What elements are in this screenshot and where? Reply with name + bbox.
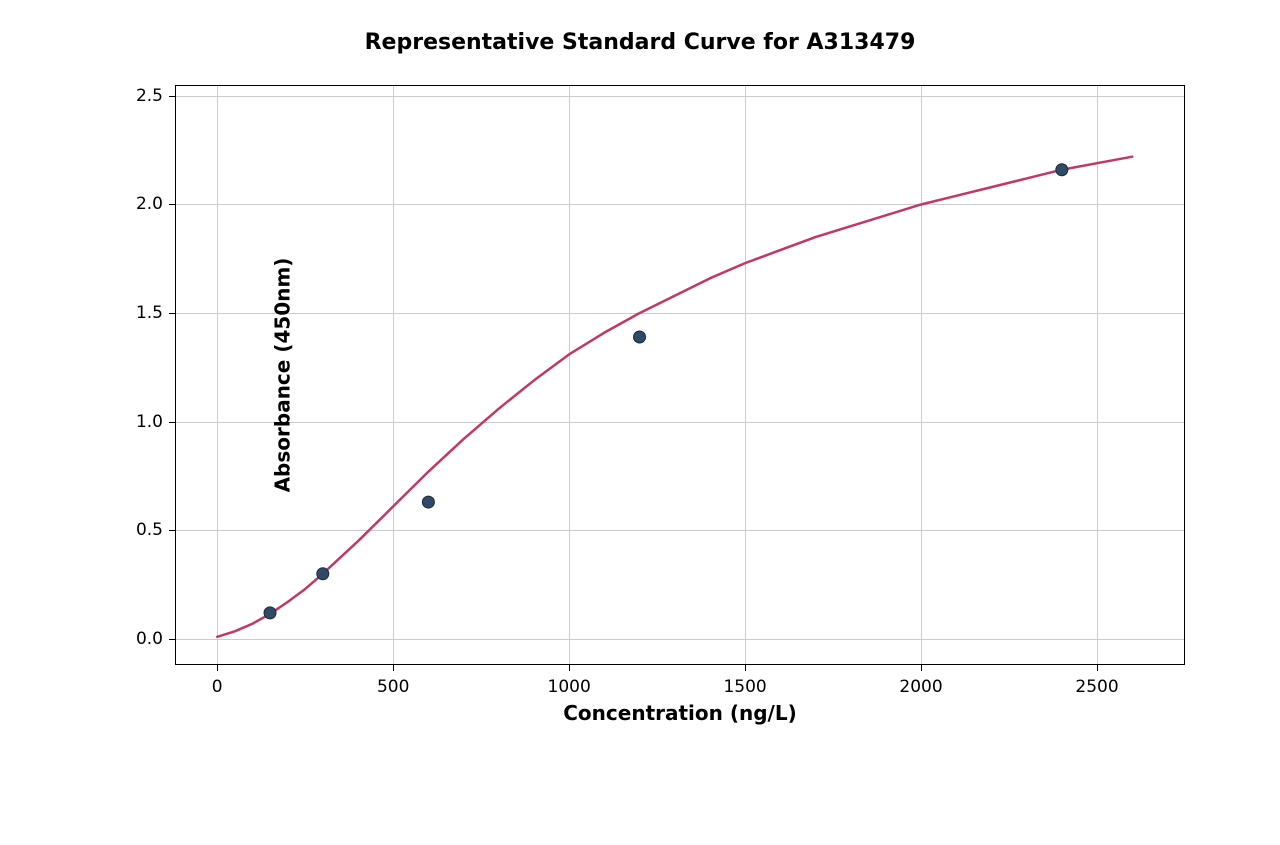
x-tick-label: 1000 bbox=[548, 677, 591, 697]
chart-container: Representative Standard Curve for A31347… bbox=[50, 30, 1230, 810]
y-tick-label: 1.0 bbox=[136, 412, 163, 432]
x-tick-label: 2500 bbox=[1075, 677, 1118, 697]
x-tick-label: 1500 bbox=[723, 677, 766, 697]
fit-curve bbox=[217, 157, 1132, 637]
chart-title: Representative Standard Curve for A31347… bbox=[50, 30, 1230, 55]
y-tick-label: 2.0 bbox=[136, 194, 163, 214]
x-tick-label: 2000 bbox=[899, 677, 942, 697]
x-axis-label: Concentration (ng/L) bbox=[563, 701, 796, 725]
y-tick-label: 0.0 bbox=[136, 629, 163, 649]
x-tick-mark bbox=[217, 665, 218, 671]
plot-wrapper: 0.00.51.01.52.02.5 05001000150020002500 … bbox=[50, 75, 1230, 755]
x-tick-mark bbox=[745, 665, 746, 671]
y-tick-label: 0.5 bbox=[136, 520, 163, 540]
y-tick-label: 2.5 bbox=[136, 86, 163, 106]
x-tick-mark bbox=[393, 665, 394, 671]
x-tick-mark bbox=[921, 665, 922, 671]
x-tick-label: 500 bbox=[377, 677, 409, 697]
y-tick-label: 1.5 bbox=[136, 303, 163, 323]
data-point bbox=[634, 331, 646, 343]
x-tick-mark bbox=[1097, 665, 1098, 671]
x-tick-label: 0 bbox=[212, 677, 223, 697]
plot-svg bbox=[175, 85, 1185, 665]
data-point bbox=[422, 496, 434, 508]
y-axis-label: Absorbance (450nm) bbox=[270, 258, 294, 493]
data-point bbox=[317, 568, 329, 580]
data-point bbox=[264, 607, 276, 619]
x-tick-mark bbox=[569, 665, 570, 671]
data-point bbox=[1056, 164, 1068, 176]
plot-area: 0.00.51.01.52.02.5 05001000150020002500 … bbox=[175, 85, 1185, 665]
